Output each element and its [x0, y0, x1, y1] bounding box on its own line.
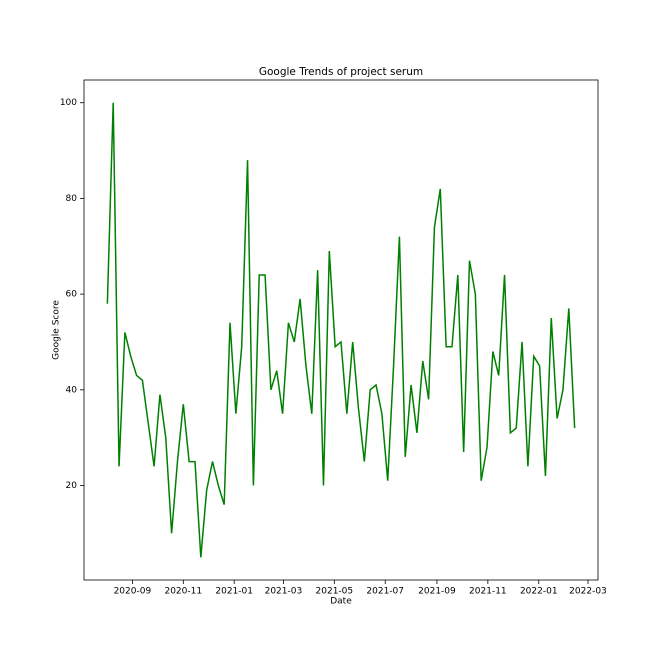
y-tick-label: 40 [66, 385, 78, 395]
x-axis-label: Date [330, 597, 352, 607]
x-tick-label: 2020-11 [164, 587, 202, 597]
x-tick-label: 2021-03 [265, 587, 303, 597]
x-tick-label: 2021-11 [469, 587, 507, 597]
chart-title: Google Trends of project serum [259, 66, 423, 78]
y-tick-label: 100 [60, 98, 77, 108]
x-tick-label: 2022-01 [520, 587, 558, 597]
x-tick-label: 2021-07 [366, 587, 404, 597]
y-tick-label: 80 [66, 194, 78, 204]
y-tick-label: 20 [66, 481, 78, 491]
y-axis-label: Google Score [52, 300, 62, 360]
y-tick-label: 60 [66, 290, 78, 300]
x-tick-label: 2020-09 [114, 587, 152, 597]
x-tick-label: 2021-09 [418, 587, 456, 597]
plot-frame [83, 79, 599, 581]
x-tick-label: 2022-03 [569, 587, 607, 597]
data-line [106, 102, 576, 558]
x-tick-label: 2021-01 [215, 587, 253, 597]
x-tick-label: 2021-05 [316, 587, 354, 597]
